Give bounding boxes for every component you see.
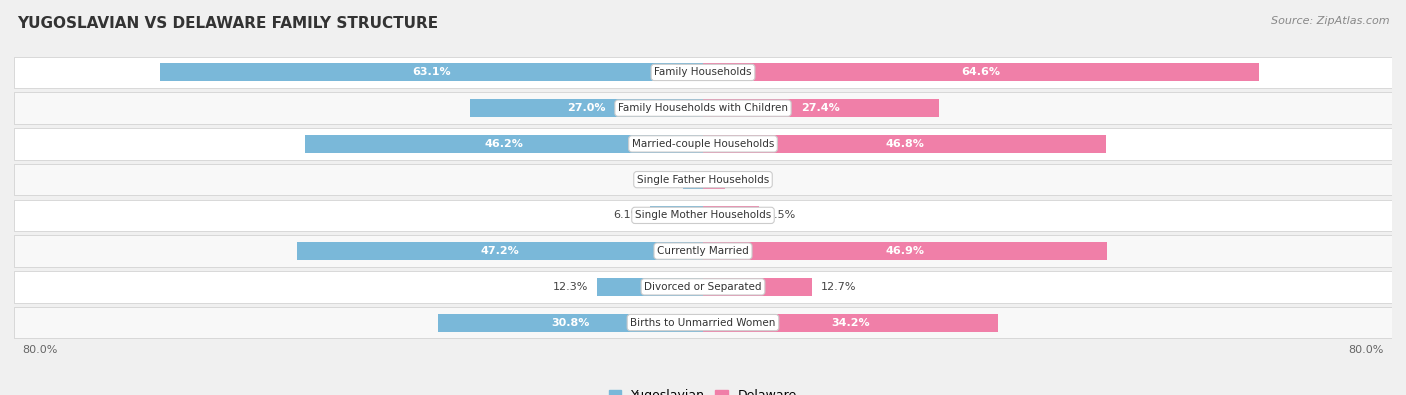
FancyBboxPatch shape <box>14 57 1392 88</box>
Text: 46.8%: 46.8% <box>886 139 924 149</box>
Legend: Yugoslavian, Delaware: Yugoslavian, Delaware <box>603 384 803 395</box>
Text: Single Mother Households: Single Mother Households <box>636 211 770 220</box>
Bar <box>703 64 1260 81</box>
Bar <box>305 135 703 153</box>
Text: 46.2%: 46.2% <box>485 139 523 149</box>
Text: Currently Married: Currently Married <box>657 246 749 256</box>
Text: 6.5%: 6.5% <box>768 211 796 220</box>
Text: Family Households: Family Households <box>654 68 752 77</box>
Text: 2.3%: 2.3% <box>647 175 675 184</box>
Text: Family Households with Children: Family Households with Children <box>619 103 787 113</box>
Text: 80.0%: 80.0% <box>1348 345 1384 355</box>
Bar <box>598 278 703 296</box>
Bar <box>703 99 939 117</box>
Text: 34.2%: 34.2% <box>831 318 869 327</box>
Text: 27.4%: 27.4% <box>801 103 841 113</box>
Text: Married-couple Households: Married-couple Households <box>631 139 775 149</box>
Bar <box>703 278 813 296</box>
Text: 27.0%: 27.0% <box>568 103 606 113</box>
FancyBboxPatch shape <box>14 92 1392 124</box>
Bar <box>437 314 703 331</box>
Text: Births to Unmarried Women: Births to Unmarried Women <box>630 318 776 327</box>
Bar <box>703 135 1107 153</box>
FancyBboxPatch shape <box>14 128 1392 160</box>
Bar <box>297 242 703 260</box>
Bar <box>471 99 703 117</box>
Bar <box>703 171 724 188</box>
FancyBboxPatch shape <box>14 271 1392 303</box>
Text: 46.9%: 46.9% <box>886 246 925 256</box>
Bar <box>160 64 703 81</box>
Bar <box>703 314 997 331</box>
Text: YUGOSLAVIAN VS DELAWARE FAMILY STRUCTURE: YUGOSLAVIAN VS DELAWARE FAMILY STRUCTURE <box>17 16 439 31</box>
Text: 30.8%: 30.8% <box>551 318 589 327</box>
Text: 6.1%: 6.1% <box>613 211 643 220</box>
FancyBboxPatch shape <box>14 164 1392 196</box>
Text: Divorced or Separated: Divorced or Separated <box>644 282 762 292</box>
Bar <box>703 207 759 224</box>
Text: Source: ZipAtlas.com: Source: ZipAtlas.com <box>1271 16 1389 26</box>
Text: 64.6%: 64.6% <box>962 68 1001 77</box>
Bar <box>651 207 703 224</box>
Text: 2.5%: 2.5% <box>733 175 762 184</box>
Text: 12.3%: 12.3% <box>553 282 589 292</box>
Text: 47.2%: 47.2% <box>481 246 519 256</box>
Text: Single Father Households: Single Father Households <box>637 175 769 184</box>
Bar <box>683 171 703 188</box>
Bar <box>703 242 1107 260</box>
FancyBboxPatch shape <box>14 235 1392 267</box>
FancyBboxPatch shape <box>14 199 1392 231</box>
Text: 12.7%: 12.7% <box>821 282 856 292</box>
FancyBboxPatch shape <box>14 307 1392 338</box>
Text: 80.0%: 80.0% <box>22 345 58 355</box>
Text: 63.1%: 63.1% <box>412 68 450 77</box>
